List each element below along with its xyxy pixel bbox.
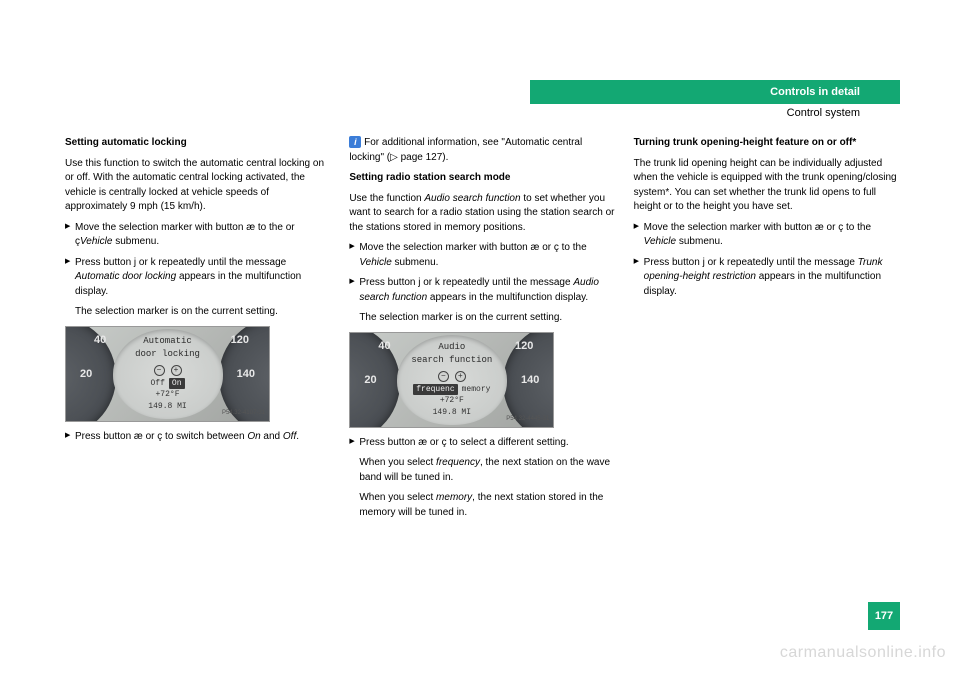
- gauge2-mi: 149.8 MI: [433, 407, 471, 419]
- gauge2-freq: frequenc: [413, 384, 457, 396]
- column-1: Setting automatic locking Use this funct…: [65, 136, 331, 526]
- page-number: 177: [868, 602, 900, 630]
- info-icon: i: [349, 136, 361, 148]
- gauge2-line2: search function: [411, 354, 492, 367]
- gauge1-on: On: [169, 378, 185, 390]
- header-bar: Controls in detail: [530, 80, 900, 104]
- col2-p3: When you select frequency, the next stat…: [349, 456, 615, 485]
- content-columns: Setting automatic locking Use this funct…: [65, 136, 900, 526]
- col1-p1: Use this function to switch the automati…: [65, 157, 331, 215]
- gauge1-num-120: 120: [231, 333, 249, 349]
- minus-icon: −: [154, 365, 165, 376]
- gauge2-memory: memory: [462, 384, 491, 396]
- header-title: Controls in detail: [770, 86, 860, 98]
- col3-p1: The trunk lid opening height can be indi…: [634, 157, 900, 215]
- gauge2-display: Audio search function − + frequenc memor…: [397, 335, 507, 425]
- watermark: carmanualsonline.info: [780, 644, 946, 662]
- col3-heading: Turning trunk opening-height feature on …: [634, 136, 900, 151]
- column-3: Turning trunk opening-height feature on …: [634, 136, 900, 526]
- col2-step3: Press button æ or ç to select a differen…: [349, 436, 615, 451]
- gauge1-line2: door locking: [135, 348, 200, 361]
- header-subtitle: Control system: [787, 107, 860, 119]
- column-2: i For additional information, see "Autom…: [349, 136, 615, 526]
- plus-icon: +: [171, 365, 182, 376]
- col2-p1: Use the function Audio search function t…: [349, 192, 615, 236]
- col2-p4: When you select memory, the next station…: [349, 491, 615, 520]
- gauge2-code: P54.32-4445-31: [506, 415, 549, 424]
- gauge-audio-search: 40 20 120 140 Audio search function − + …: [349, 332, 554, 428]
- gauge-automatic-locking: 40 20 120 140 Automatic door locking − +…: [65, 326, 270, 422]
- col1-step1: Move the selection marker with button æ …: [65, 221, 331, 250]
- gauge2-num-120: 120: [515, 339, 533, 355]
- gauge1-num-140: 140: [237, 367, 255, 383]
- gauge2-num-20: 20: [364, 373, 376, 389]
- gauge2-line1: Audio: [438, 341, 465, 354]
- col2-p2: The selection marker is on the current s…: [349, 311, 615, 326]
- col2-step2: Press button j or k repeatedly until the…: [349, 276, 615, 305]
- gauge1-mi: 149.8 MI: [148, 401, 186, 413]
- col1-heading: Setting automatic locking: [65, 136, 331, 151]
- gauge1-code: P54.32-4107-31: [222, 409, 265, 418]
- gauge1-temp: +72°F: [155, 389, 179, 401]
- col3-step2: Press button j or k repeatedly until the…: [634, 256, 900, 300]
- plus-icon: +: [455, 371, 466, 382]
- col1-step3: Press button æ or ç to switch between On…: [65, 430, 331, 445]
- gauge1-display: Automatic door locking − + Off On +72°F …: [113, 329, 223, 419]
- gauge2-num-140: 140: [521, 373, 539, 389]
- col2-step1: Move the selection marker with button æ …: [349, 241, 615, 270]
- gauge1-num-40: 40: [94, 333, 106, 349]
- page-header: Controls in detail Control system: [65, 80, 900, 128]
- col2-note: i For additional information, see "Autom…: [349, 136, 615, 165]
- gauge1-num-20: 20: [80, 367, 92, 383]
- page-number-value: 177: [875, 610, 893, 622]
- gauge2-temp: +72°F: [440, 395, 464, 407]
- gauge1-off: Off: [150, 378, 164, 390]
- col3-step1: Move the selection marker with button æ …: [634, 221, 900, 250]
- col1-p2: The selection marker is on the current s…: [65, 305, 331, 320]
- gauge1-line1: Automatic: [143, 335, 192, 348]
- col2-heading: Setting radio station search mode: [349, 171, 615, 186]
- minus-icon: −: [438, 371, 449, 382]
- gauge2-num-40: 40: [378, 339, 390, 355]
- col1-step2: Press button j or k repeatedly until the…: [65, 256, 331, 300]
